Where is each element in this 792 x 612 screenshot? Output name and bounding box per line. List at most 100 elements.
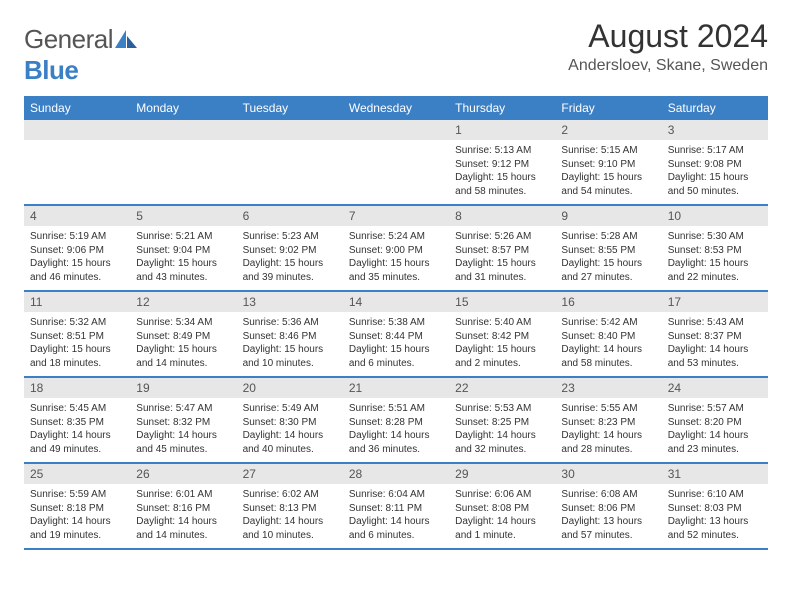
day-line: Sunset: 8:23 PM [561,416,655,430]
day-line: and 57 minutes. [561,529,655,543]
day-line: and 10 minutes. [243,357,337,371]
day-number: 18 [24,378,130,398]
location-text: Andersloev, Skane, Sweden [568,57,768,75]
day-line: and 36 minutes. [349,443,443,457]
day-cell: 7Sunrise: 5:24 AMSunset: 9:00 PMDaylight… [343,206,449,290]
day-number: 12 [130,292,236,312]
day-cell: 22Sunrise: 5:53 AMSunset: 8:25 PMDayligh… [449,378,555,462]
weekday-header: Monday [130,96,236,120]
day-line: Sunset: 8:57 PM [455,244,549,258]
week-row: 1Sunrise: 5:13 AMSunset: 9:12 PMDaylight… [24,120,768,206]
day-body: Sunrise: 5:13 AMSunset: 9:12 PMDaylight:… [449,140,555,204]
weekday-header: Wednesday [343,96,449,120]
day-number: 4 [24,206,130,226]
day-body: Sunrise: 6:08 AMSunset: 8:06 PMDaylight:… [555,484,661,548]
day-line: and 46 minutes. [30,271,124,285]
day-line: Sunset: 9:02 PM [243,244,337,258]
day-body: Sunrise: 5:57 AMSunset: 8:20 PMDaylight:… [662,398,768,462]
day-line: and 14 minutes. [136,529,230,543]
day-number: 31 [662,464,768,484]
weekday-header: Thursday [449,96,555,120]
day-cell: 23Sunrise: 5:55 AMSunset: 8:23 PMDayligh… [555,378,661,462]
day-line: Sunset: 8:30 PM [243,416,337,430]
day-line: and 2 minutes. [455,357,549,371]
day-line: Sunset: 8:53 PM [668,244,762,258]
week-row: 11Sunrise: 5:32 AMSunset: 8:51 PMDayligh… [24,292,768,378]
day-line: Sunset: 8:42 PM [455,330,549,344]
day-line: Sunset: 8:25 PM [455,416,549,430]
day-line: Daylight: 14 hours [668,343,762,357]
day-line: Sunrise: 5:43 AM [668,316,762,330]
day-line: Sunrise: 6:06 AM [455,488,549,502]
day-body: Sunrise: 6:04 AMSunset: 8:11 PMDaylight:… [343,484,449,548]
day-line: Sunset: 8:03 PM [668,502,762,516]
day-line: Daylight: 15 hours [30,343,124,357]
day-line: Sunset: 8:13 PM [243,502,337,516]
day-line: Sunset: 9:08 PM [668,158,762,172]
day-body: Sunrise: 5:15 AMSunset: 9:10 PMDaylight:… [555,140,661,204]
day-line: Sunrise: 6:04 AM [349,488,443,502]
day-cell: 26Sunrise: 6:01 AMSunset: 8:16 PMDayligh… [130,464,236,548]
day-line: Sunset: 8:20 PM [668,416,762,430]
day-line: Sunrise: 5:19 AM [30,230,124,244]
day-cell: 31Sunrise: 6:10 AMSunset: 8:03 PMDayligh… [662,464,768,548]
day-line: Sunset: 8:06 PM [561,502,655,516]
day-body: Sunrise: 5:55 AMSunset: 8:23 PMDaylight:… [555,398,661,462]
day-cell: 28Sunrise: 6:04 AMSunset: 8:11 PMDayligh… [343,464,449,548]
day-line: Sunrise: 5:53 AM [455,402,549,416]
day-number-bar-empty [24,120,130,140]
day-line: and 58 minutes. [561,357,655,371]
logo: GeneralBlue [24,24,137,86]
title-block: August 2024 Andersloev, Skane, Sweden [568,18,768,75]
day-cell [343,120,449,204]
day-number: 10 [662,206,768,226]
day-line: Daylight: 15 hours [561,257,655,271]
day-line: Sunrise: 5:47 AM [136,402,230,416]
day-cell: 30Sunrise: 6:08 AMSunset: 8:06 PMDayligh… [555,464,661,548]
day-line: Sunset: 9:00 PM [349,244,443,258]
day-cell: 14Sunrise: 5:38 AMSunset: 8:44 PMDayligh… [343,292,449,376]
day-line: Daylight: 15 hours [30,257,124,271]
day-line: and 27 minutes. [561,271,655,285]
day-line: and 49 minutes. [30,443,124,457]
day-body: Sunrise: 6:10 AMSunset: 8:03 PMDaylight:… [662,484,768,548]
day-cell [237,120,343,204]
day-body: Sunrise: 5:42 AMSunset: 8:40 PMDaylight:… [555,312,661,376]
day-line: Sunset: 8:16 PM [136,502,230,516]
day-cell: 6Sunrise: 5:23 AMSunset: 9:02 PMDaylight… [237,206,343,290]
day-line: Daylight: 14 hours [30,515,124,529]
day-number-bar-empty [130,120,236,140]
day-cell: 20Sunrise: 5:49 AMSunset: 8:30 PMDayligh… [237,378,343,462]
day-line: Daylight: 13 hours [668,515,762,529]
day-cell: 8Sunrise: 5:26 AMSunset: 8:57 PMDaylight… [449,206,555,290]
day-cell [130,120,236,204]
day-number: 22 [449,378,555,398]
day-body: Sunrise: 5:17 AMSunset: 9:08 PMDaylight:… [662,140,768,204]
day-line: Sunrise: 5:51 AM [349,402,443,416]
day-number: 15 [449,292,555,312]
day-number: 21 [343,378,449,398]
day-line: and 35 minutes. [349,271,443,285]
day-line: and 18 minutes. [30,357,124,371]
day-number: 26 [130,464,236,484]
weekday-header: Friday [555,96,661,120]
day-line: Sunrise: 5:26 AM [455,230,549,244]
day-line: and 6 minutes. [349,357,443,371]
day-number: 1 [449,120,555,140]
day-line: Sunrise: 5:36 AM [243,316,337,330]
weekday-header: Tuesday [237,96,343,120]
day-line: Daylight: 15 hours [136,257,230,271]
day-cell: 16Sunrise: 5:42 AMSunset: 8:40 PMDayligh… [555,292,661,376]
day-line: Daylight: 14 hours [349,429,443,443]
day-body: Sunrise: 5:47 AMSunset: 8:32 PMDaylight:… [130,398,236,462]
day-body: Sunrise: 5:26 AMSunset: 8:57 PMDaylight:… [449,226,555,290]
weekday-header: Sunday [24,96,130,120]
day-line: Daylight: 15 hours [561,171,655,185]
day-body: Sunrise: 5:24 AMSunset: 9:00 PMDaylight:… [343,226,449,290]
day-line: Sunset: 8:46 PM [243,330,337,344]
day-line: and 45 minutes. [136,443,230,457]
day-line: Sunset: 8:35 PM [30,416,124,430]
header: GeneralBlue August 2024 Andersloev, Skan… [24,18,768,86]
day-cell: 25Sunrise: 5:59 AMSunset: 8:18 PMDayligh… [24,464,130,548]
day-body: Sunrise: 5:45 AMSunset: 8:35 PMDaylight:… [24,398,130,462]
